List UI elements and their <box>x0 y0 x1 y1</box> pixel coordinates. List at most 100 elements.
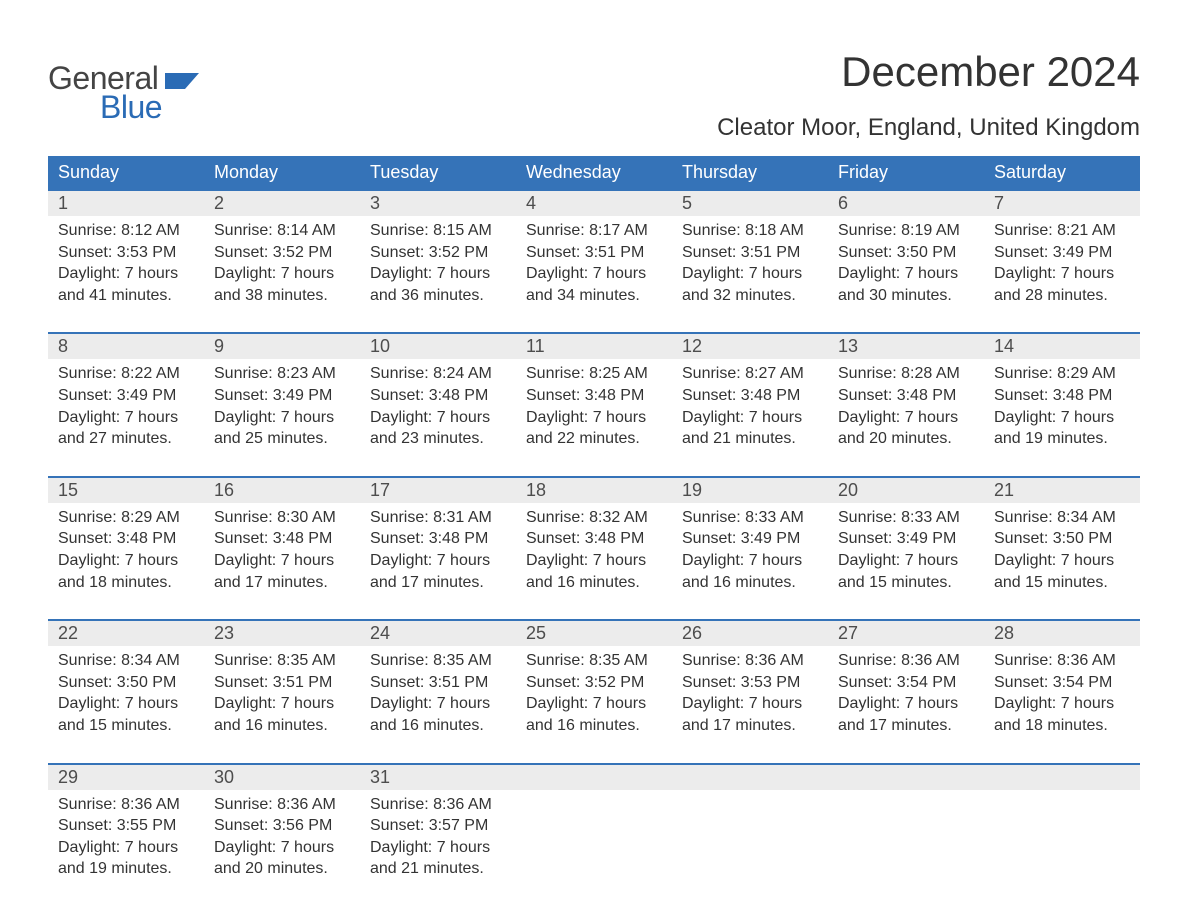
day-sunset: Sunset: 3:52 PM <box>370 242 506 264</box>
day-number <box>672 765 828 790</box>
day-cell: Sunrise: 8:35 AMSunset: 3:51 PMDaylight:… <box>360 646 516 740</box>
day-d2: and 34 minutes. <box>526 285 662 307</box>
day-sunrise: Sunrise: 8:33 AM <box>682 507 818 529</box>
day-number-row: 22232425262728 <box>48 621 1140 646</box>
day-number: 22 <box>48 621 204 646</box>
day-sunrise: Sunrise: 8:35 AM <box>526 650 662 672</box>
day-number: 14 <box>984 334 1140 359</box>
day-d2: and 27 minutes. <box>58 428 194 450</box>
day-d1: Daylight: 7 hours <box>682 263 818 285</box>
day-d2: and 16 minutes. <box>526 715 662 737</box>
day-sunrise: Sunrise: 8:34 AM <box>58 650 194 672</box>
day-sunrise: Sunrise: 8:12 AM <box>58 220 194 242</box>
week-row: 891011121314Sunrise: 8:22 AMSunset: 3:49… <box>48 332 1140 453</box>
day-d1: Daylight: 7 hours <box>58 837 194 859</box>
day-number-row: 1234567 <box>48 191 1140 216</box>
day-cell: Sunrise: 8:24 AMSunset: 3:48 PMDaylight:… <box>360 359 516 453</box>
day-sunset: Sunset: 3:50 PM <box>58 672 194 694</box>
day-number: 5 <box>672 191 828 216</box>
day-sunrise: Sunrise: 8:25 AM <box>526 363 662 385</box>
day-sunrise: Sunrise: 8:24 AM <box>370 363 506 385</box>
day-d2: and 16 minutes. <box>682 572 818 594</box>
day-number: 2 <box>204 191 360 216</box>
day-cell: Sunrise: 8:28 AMSunset: 3:48 PMDaylight:… <box>828 359 984 453</box>
day-number: 29 <box>48 765 204 790</box>
day-cell: Sunrise: 8:34 AMSunset: 3:50 PMDaylight:… <box>984 503 1140 597</box>
day-number: 11 <box>516 334 672 359</box>
day-cell <box>516 790 672 884</box>
day-d2: and 20 minutes. <box>838 428 974 450</box>
day-sunrise: Sunrise: 8:17 AM <box>526 220 662 242</box>
day-cell: Sunrise: 8:36 AMSunset: 3:54 PMDaylight:… <box>984 646 1140 740</box>
day-sunrise: Sunrise: 8:27 AM <box>682 363 818 385</box>
day-d2: and 18 minutes. <box>58 572 194 594</box>
day-d1: Daylight: 7 hours <box>58 550 194 572</box>
day-cell: Sunrise: 8:33 AMSunset: 3:49 PMDaylight:… <box>672 503 828 597</box>
day-cell: Sunrise: 8:36 AMSunset: 3:53 PMDaylight:… <box>672 646 828 740</box>
day-number <box>828 765 984 790</box>
day-number-row: 293031 <box>48 765 1140 790</box>
day-cell: Sunrise: 8:29 AMSunset: 3:48 PMDaylight:… <box>48 503 204 597</box>
day-d1: Daylight: 7 hours <box>994 407 1130 429</box>
day-sunset: Sunset: 3:52 PM <box>526 672 662 694</box>
day-d1: Daylight: 7 hours <box>838 550 974 572</box>
day-sunrise: Sunrise: 8:36 AM <box>994 650 1130 672</box>
header: General Blue December 2024 Cleator Moor,… <box>48 48 1140 152</box>
day-d2: and 36 minutes. <box>370 285 506 307</box>
day-d1: Daylight: 7 hours <box>370 837 506 859</box>
day-d1: Daylight: 7 hours <box>214 693 350 715</box>
day-sunrise: Sunrise: 8:36 AM <box>370 794 506 816</box>
day-number: 15 <box>48 478 204 503</box>
day-d2: and 17 minutes. <box>214 572 350 594</box>
weeks-container: 1234567Sunrise: 8:12 AMSunset: 3:53 PMDa… <box>48 189 1140 884</box>
day-number: 17 <box>360 478 516 503</box>
day-cell: Sunrise: 8:34 AMSunset: 3:50 PMDaylight:… <box>48 646 204 740</box>
day-sunset: Sunset: 3:48 PM <box>682 385 818 407</box>
day-d1: Daylight: 7 hours <box>526 263 662 285</box>
weekday-header-cell: Saturday <box>984 156 1140 189</box>
day-d1: Daylight: 7 hours <box>58 407 194 429</box>
day-number: 6 <box>828 191 984 216</box>
day-sunrise: Sunrise: 8:18 AM <box>682 220 818 242</box>
day-sunrise: Sunrise: 8:14 AM <box>214 220 350 242</box>
day-number: 4 <box>516 191 672 216</box>
day-d1: Daylight: 7 hours <box>682 693 818 715</box>
day-sunrise: Sunrise: 8:19 AM <box>838 220 974 242</box>
day-d2: and 15 minutes. <box>994 572 1130 594</box>
day-d1: Daylight: 7 hours <box>58 693 194 715</box>
day-cell: Sunrise: 8:35 AMSunset: 3:51 PMDaylight:… <box>204 646 360 740</box>
day-sunset: Sunset: 3:49 PM <box>994 242 1130 264</box>
day-sunset: Sunset: 3:48 PM <box>526 385 662 407</box>
day-d2: and 21 minutes. <box>370 858 506 880</box>
day-number: 27 <box>828 621 984 646</box>
day-sunset: Sunset: 3:53 PM <box>682 672 818 694</box>
day-sunrise: Sunrise: 8:36 AM <box>682 650 818 672</box>
day-d2: and 16 minutes. <box>370 715 506 737</box>
day-sunrise: Sunrise: 8:31 AM <box>370 507 506 529</box>
day-d1: Daylight: 7 hours <box>214 263 350 285</box>
day-sunrise: Sunrise: 8:29 AM <box>58 507 194 529</box>
day-cell: Sunrise: 8:25 AMSunset: 3:48 PMDaylight:… <box>516 359 672 453</box>
location-subtitle: Cleator Moor, England, United Kingdom <box>717 114 1140 142</box>
day-sunset: Sunset: 3:48 PM <box>526 528 662 550</box>
day-d1: Daylight: 7 hours <box>58 263 194 285</box>
day-sunrise: Sunrise: 8:33 AM <box>838 507 974 529</box>
day-cell: Sunrise: 8:36 AMSunset: 3:56 PMDaylight:… <box>204 790 360 884</box>
day-number: 28 <box>984 621 1140 646</box>
week-row: 15161718192021Sunrise: 8:29 AMSunset: 3:… <box>48 476 1140 597</box>
day-cell: Sunrise: 8:22 AMSunset: 3:49 PMDaylight:… <box>48 359 204 453</box>
weekday-header-cell: Tuesday <box>360 156 516 189</box>
day-d1: Daylight: 7 hours <box>526 407 662 429</box>
day-d2: and 16 minutes. <box>526 572 662 594</box>
day-d1: Daylight: 7 hours <box>838 407 974 429</box>
day-d1: Daylight: 7 hours <box>370 693 506 715</box>
day-cell: Sunrise: 8:30 AMSunset: 3:48 PMDaylight:… <box>204 503 360 597</box>
day-d1: Daylight: 7 hours <box>994 693 1130 715</box>
day-d2: and 41 minutes. <box>58 285 194 307</box>
day-sunset: Sunset: 3:51 PM <box>214 672 350 694</box>
day-cell: Sunrise: 8:23 AMSunset: 3:49 PMDaylight:… <box>204 359 360 453</box>
day-cell: Sunrise: 8:12 AMSunset: 3:53 PMDaylight:… <box>48 216 204 310</box>
day-sunset: Sunset: 3:49 PM <box>58 385 194 407</box>
weekday-header-cell: Thursday <box>672 156 828 189</box>
day-sunrise: Sunrise: 8:15 AM <box>370 220 506 242</box>
